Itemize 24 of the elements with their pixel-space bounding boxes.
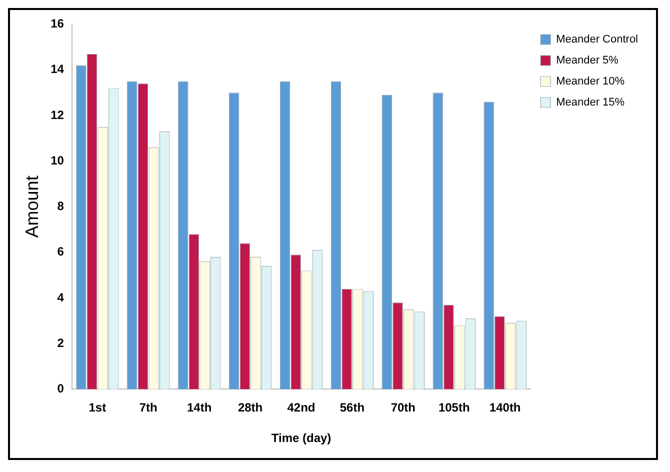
y-tick-label: 4 xyxy=(57,290,64,304)
x-axis-title: Time (day) xyxy=(271,431,332,446)
legend-label: Meander 15% xyxy=(556,96,625,109)
y-tick-label: 6 xyxy=(57,244,64,259)
y-tick-label: 8 xyxy=(57,199,64,214)
y-tick-label: 14 xyxy=(50,62,64,76)
x-tick-label: 1st xyxy=(88,400,106,415)
y-tick-label: 0 xyxy=(57,382,64,396)
x-tick-label: 105th xyxy=(438,400,470,415)
y-tick-label: 2 xyxy=(57,336,64,350)
x-tick-label: 70th xyxy=(390,400,416,415)
y-tick-label: 10 xyxy=(50,153,64,168)
legend-label: Meander 10% xyxy=(556,76,625,88)
legend-label: Meander Control xyxy=(556,34,638,46)
y-axis-title: Amount xyxy=(22,176,42,238)
y-tick-label: 12 xyxy=(50,108,64,122)
x-tick-label: 42nd xyxy=(287,400,316,415)
x-tick-label: 7th xyxy=(139,400,158,415)
y-tick-label: 16 xyxy=(50,16,64,31)
x-tick-label: 56th xyxy=(340,400,365,415)
legend-label: Meander 5% xyxy=(556,54,619,67)
x-tick-label: 28th xyxy=(238,400,263,415)
x-tick-label: 14th xyxy=(187,400,212,415)
x-tick-label: 140th xyxy=(489,400,521,415)
